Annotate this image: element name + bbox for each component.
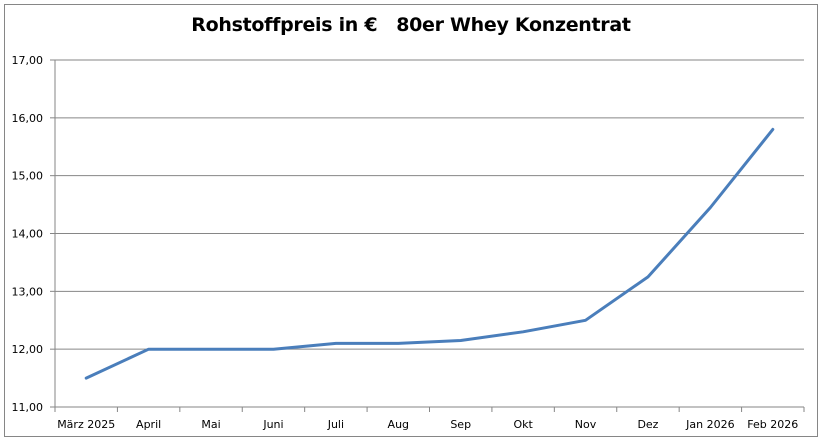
chart-title: Rohstoffpreis in € 80er Whey Konzentrat	[191, 14, 631, 36]
y-tick-label: 16,00	[12, 112, 44, 125]
y-tick-label: 12,00	[12, 343, 44, 356]
x-tick-label: April	[136, 418, 161, 431]
price-line	[84, 127, 775, 380]
y-tick-label: 15,00	[12, 170, 44, 183]
y-tick-label: 14,00	[12, 228, 44, 241]
x-tick-label: Feb 2026	[747, 418, 798, 431]
x-tick-label: Mai	[201, 418, 220, 431]
gridlines	[55, 59, 804, 350]
y-axis: 11,00 12,00 13,00 14,00 15,00 16,00 17,00	[12, 54, 56, 414]
x-axis: März 2025 April Mai Juni Juli Aug Sep Okt Nov Dez…	[54, 406, 805, 431]
y-tick-label: 11,00	[12, 401, 44, 414]
chart-frame	[4, 4, 818, 437]
x-tick-label: Nov	[575, 418, 597, 431]
x-tick-label: Sep	[450, 418, 471, 431]
y-tick-label: 17,00	[12, 54, 44, 67]
y-tick-label: 13,00	[12, 285, 44, 298]
x-tick-label: März 2025	[57, 418, 115, 431]
x-tick-label: Dez	[637, 418, 658, 431]
x-tick-label: Juli	[327, 418, 344, 431]
x-tick-label: Aug	[388, 418, 409, 431]
x-tick-label: Okt	[513, 418, 533, 431]
x-tick-label: Jan 2026	[685, 418, 734, 431]
x-tick-label: Juni	[262, 418, 283, 431]
